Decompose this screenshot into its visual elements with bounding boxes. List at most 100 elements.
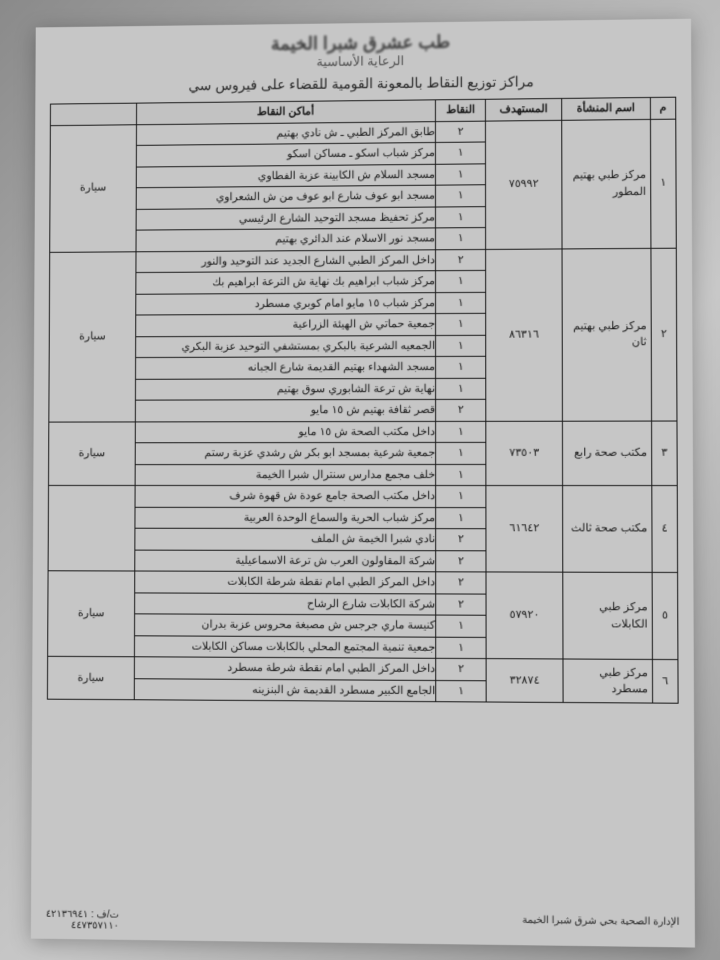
cell-index: ٢ — [651, 248, 677, 421]
points-value: ١ — [436, 508, 486, 530]
points-value: ١ — [436, 464, 486, 485]
points-value: ١ — [436, 421, 486, 443]
cell-locations: داخل المركز الطبي الشارع الجديد عند التو… — [135, 249, 435, 421]
points-value: ١ — [436, 164, 485, 186]
cell-target: ٧٣٥٠٣ — [486, 421, 562, 486]
cell-facility: مركز طبي الكابلات — [563, 572, 653, 659]
cell-locations: داخل المركز الطبي امام نقطة شرطة الكابلا… — [135, 571, 436, 658]
cell-note: سيارة — [48, 571, 135, 657]
points-value: ٢ — [436, 659, 486, 681]
location-text: مركز تحفيظ مسجد التوحيد الشارع الرئيسي — [137, 207, 435, 231]
page-footer: الإدارة الصحية بحي شرق شبرا الخيمة ت/ف :… — [46, 909, 680, 939]
location-text: مسجد نور الاسلام عند الدائري بهتيم — [137, 228, 435, 250]
table-row: ٢مركز طبي بهتيم ثان٨٦٣١٦٢١١١١١١٢داخل الم… — [49, 248, 677, 422]
cell-index: ١ — [650, 119, 676, 248]
points-value: ٢ — [436, 249, 485, 271]
location-text: قصر ثقافة بهتيم ش ١٥ مايو — [136, 400, 435, 421]
cell-target: ٧٥٩٩٢ — [486, 120, 562, 249]
points-value: ١ — [436, 292, 485, 314]
location-text: مسجد السلام ش الكابينة عزبة الفطاوي — [137, 164, 435, 188]
cell-note: سيارة — [47, 656, 134, 699]
location-text: مسجد ابو عوف شارع ابو عوف من ش الشعراوي — [137, 186, 435, 210]
document-header: طب عشرق شبرا الخيمة الرعاية الأساسية مرا… — [50, 29, 676, 96]
points-value: ٢ — [436, 551, 486, 572]
points-value: ١ — [436, 271, 485, 293]
location-text: الجمعيه الشرعية بالبكري بمستشفي التوحيد … — [136, 336, 435, 359]
col-notes — [50, 103, 136, 125]
points-value: ١ — [436, 207, 485, 229]
points-value: ٢ — [436, 594, 486, 616]
col-points: النقاط — [435, 99, 485, 121]
location-text: شركة الكابلات شارع الرشاح — [135, 593, 435, 616]
cell-note: سيارة — [49, 251, 136, 421]
location-text: كنيسة ماري جرجس ش مصبغة محروس عزبة بدران — [135, 614, 435, 637]
points-value: ١ — [436, 142, 485, 164]
location-text: مركز شباب ابراهيم بك نهاية ش الترعة ابرا… — [136, 271, 435, 294]
cell-index: ٦ — [652, 659, 678, 703]
location-text: داخل المركز الطبي امام نقطة شرطة مسطرد — [135, 657, 435, 680]
cell-points: ٢٢١١ — [436, 572, 487, 659]
points-value: ٢ — [436, 529, 486, 551]
phone-2: ٤٤٧٣٥٧١١٠ — [71, 920, 119, 932]
table-row: ١مركز طبي بهتيم المطور٧٥٩٩٢٢١١١١١طابق ال… — [50, 119, 677, 252]
doc-title: مراكز توزيع النقاط بالمعونة القومية للقض… — [50, 72, 676, 96]
points-value: ٢ — [436, 121, 485, 143]
cell-target: ٥٧٩٢٠ — [486, 572, 562, 659]
table-row: ٥مركز طبي الكابلات٥٧٩٢٠٢٢١١داخل المركز ا… — [48, 571, 678, 660]
points-value: ١ — [436, 228, 485, 249]
location-text: مركز شباب ١٥ مايو امام كوبري مسطرد — [136, 293, 435, 316]
points-value: ١ — [436, 486, 486, 508]
location-text: مركز شباب الحرية والسماع الوحدة العربية — [136, 507, 436, 529]
location-text: طابق المركز الطبي ـ ش نادي بهتيم — [137, 122, 435, 146]
cell-note: سيارة — [50, 124, 137, 252]
location-text: داخل مكتب الصحة ش ١٥ مايو — [136, 421, 435, 443]
cell-facility: مركز طبي مسطرد — [563, 659, 653, 703]
col-target: المستهدف — [486, 98, 562, 120]
cell-locations: داخل المركز الطبي امام نقطة شرطة مسطردال… — [134, 657, 435, 702]
distribution-table: م اسم المنشأة المستهدف النقاط أماكن النق… — [47, 97, 679, 704]
location-text: داخل المركز الطبي الشارع الجديد عند التو… — [137, 250, 436, 273]
cell-points: ١١١ — [436, 421, 487, 486]
footer-right: الإدارة الصحية بحي شرق شبرا الخيمة — [522, 915, 680, 939]
cell-note — [48, 485, 135, 571]
cell-target: ٣٢٨٧٤ — [486, 659, 562, 703]
points-value: ١ — [436, 680, 486, 701]
cell-facility: مركز طبي بهتيم ثان — [562, 248, 652, 421]
points-value: ١ — [436, 335, 485, 357]
location-text: جمعية تنمية المجتمع المحلي بالكابلات مسا… — [135, 636, 435, 658]
cell-index: ٤ — [652, 486, 678, 573]
points-value: ١ — [436, 185, 485, 207]
col-index: م — [650, 97, 676, 119]
location-text: جمعية شرعية بمسجد ابو بكر ش رشدي عزبة رس… — [136, 443, 435, 465]
cell-note: سيارة — [49, 421, 136, 485]
cell-points: ٢١١١١١١٢ — [436, 249, 487, 421]
cell-locations: داخل مكتب الصحة جامع عودة ش قهوة شرفمركز… — [135, 485, 436, 571]
points-value: ٢ — [436, 400, 486, 421]
location-text: داخل المركز الطبي امام نقطة شرطة الكابلا… — [135, 572, 435, 594]
location-text: مركز شباب اسكو ـ مساكن اسكو — [137, 143, 435, 167]
points-value: ١ — [436, 357, 486, 379]
cell-locations: طابق المركز الطبي ـ ش نادي بهتيممركز شبا… — [136, 121, 435, 251]
location-text: الجامع الكبير مسطرد القديمة ش البنزينه — [135, 679, 435, 701]
cell-index: ٣ — [651, 421, 677, 486]
points-value: ١ — [436, 378, 486, 400]
location-text: جمعية حماتي ش الهيئة الزراعية — [136, 314, 435, 337]
col-locations: أماكن النقاط — [137, 100, 436, 124]
points-value: ٢ — [436, 572, 486, 594]
cell-target: ٨٦٣١٦ — [486, 248, 562, 420]
points-value: ١ — [436, 637, 486, 658]
document-page: طب عشرق شبرا الخيمة الرعاية الأساسية مرا… — [31, 19, 695, 948]
cell-facility: مكتب صحة ثالث — [562, 486, 652, 573]
cell-points: ٢١١١١١ — [435, 121, 485, 250]
cell-index: ٥ — [652, 572, 678, 659]
location-text: نادي شبرا الخيمة ش الملف — [135, 529, 435, 551]
location-text: شركة المقاولون العرب ش ترعة الاسماعيلية — [135, 550, 435, 571]
points-value: ١ — [436, 314, 485, 336]
phone-1: ٤٢١٣٦٩٤١ — [46, 909, 89, 921]
location-text: خلف مجمع مدارس سنترال شبرا الخيمة — [136, 464, 435, 485]
cell-locations: داخل مكتب الصحة ش ١٥ مايوجمعية شرعية بمس… — [135, 421, 435, 486]
cell-facility: مكتب صحة رابع — [562, 421, 651, 486]
footer-left: ت/ف : ٤٢١٣٦٩٤١ ٤٤٧٣٥٧١١٠ — [46, 909, 119, 932]
cell-target: ٦١٦٤٢ — [486, 486, 562, 573]
location-text: مسجد الشهداء بهتيم القديمة شارع الجبانه — [136, 357, 435, 379]
